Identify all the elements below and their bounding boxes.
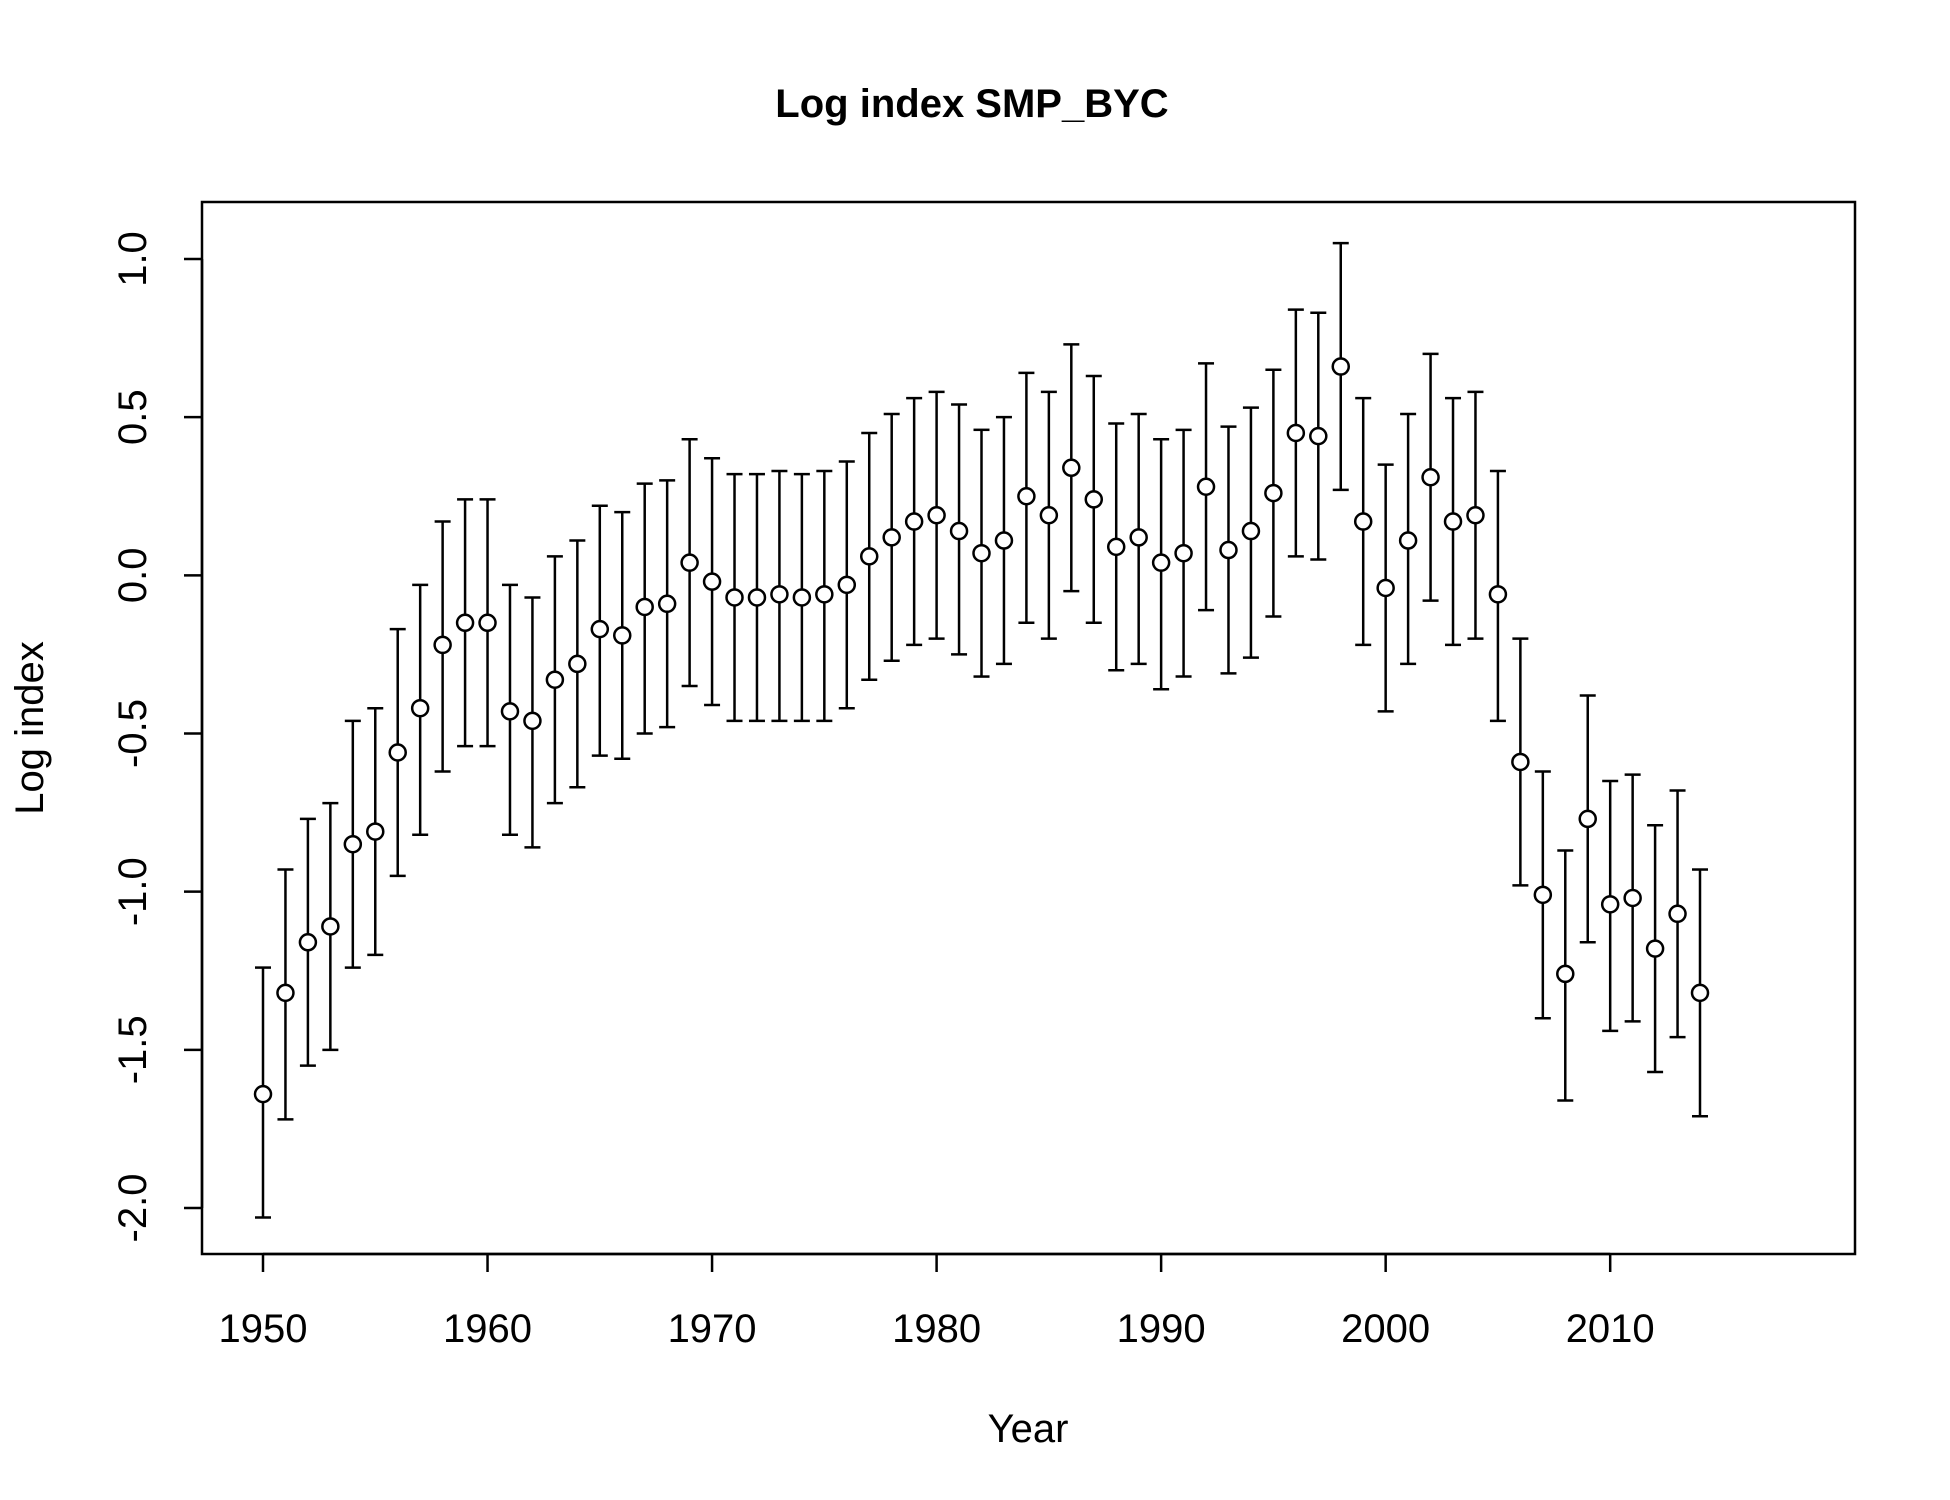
data-point [613, 626, 632, 645]
data-point [1331, 357, 1350, 376]
data-point [568, 654, 587, 674]
error-bars [255, 241, 1708, 1219]
data-point [1084, 490, 1104, 509]
data-point [1488, 585, 1508, 604]
data-point [1129, 528, 1148, 547]
y-tick-label: 1.0 [111, 231, 155, 287]
chart-title: Log index SMP_BYC [775, 82, 1168, 126]
data-point [523, 711, 542, 731]
data-point [1196, 477, 1216, 497]
data-point [455, 613, 475, 633]
data-point [1466, 505, 1485, 525]
x-axis: 1950 1960 1970 1980 1990 2000 2010 [219, 1252, 1655, 1351]
x-tick-label: 1960 [443, 1307, 532, 1351]
data-point [1668, 904, 1687, 924]
x-tick-label: 2000 [1341, 1307, 1430, 1351]
data-point [590, 619, 610, 639]
data-point [1353, 512, 1373, 531]
data-point [770, 585, 789, 604]
data-point [433, 635, 452, 655]
data-points [253, 357, 1710, 1104]
data-point [253, 1084, 273, 1104]
y-tick-label: -1.5 [111, 1015, 155, 1084]
data-point [321, 917, 340, 936]
data-point [343, 834, 363, 854]
data-point [388, 743, 407, 762]
data-point [635, 597, 654, 617]
data-point [1264, 483, 1283, 503]
data-point [792, 588, 812, 607]
data-point [725, 588, 744, 607]
data-point [657, 594, 677, 614]
data-point [702, 572, 722, 591]
data-point [545, 670, 565, 689]
y-tick-label: 0.0 [111, 548, 155, 604]
data-point [500, 702, 520, 721]
data-point [1578, 809, 1597, 829]
data-point [1106, 537, 1126, 557]
data-point [478, 613, 497, 633]
data-point [815, 585, 834, 604]
data-point [1533, 885, 1553, 905]
y-tick-label: 0.5 [111, 389, 155, 445]
data-point [882, 528, 901, 547]
x-tick-label: 1980 [892, 1307, 981, 1351]
data-point [1398, 531, 1418, 550]
data-point [298, 933, 318, 952]
data-point [904, 512, 924, 531]
data-point [949, 521, 969, 541]
data-point [1623, 888, 1642, 908]
data-point [1421, 468, 1440, 487]
data-point [680, 553, 699, 572]
x-tick-label: 1950 [219, 1307, 308, 1351]
data-point [1062, 458, 1081, 478]
data-point [1286, 423, 1306, 443]
x-tick-label: 1970 [668, 1307, 757, 1351]
data-point [837, 575, 857, 595]
data-point [927, 505, 946, 525]
data-point [410, 698, 430, 718]
y-tick-label: -2.0 [111, 1174, 155, 1243]
data-point [1511, 752, 1530, 772]
data-point [1219, 540, 1238, 560]
x-axis-label: Year [988, 1407, 1069, 1451]
y-axis: -2.0 -1.5 -1.0 -0.5 0.0 0.5 1.0 [111, 231, 204, 1243]
data-point [366, 822, 385, 841]
data-point [1376, 578, 1395, 598]
data-point [1645, 939, 1665, 958]
data-point [972, 543, 991, 563]
data-point [1309, 426, 1328, 446]
data-point [1556, 964, 1575, 984]
data-point [1600, 895, 1620, 914]
data-point [1017, 487, 1036, 506]
data-point [1039, 505, 1059, 525]
x-tick-label: 2010 [1566, 1307, 1655, 1351]
data-point [1443, 512, 1463, 531]
plot-box [200, 200, 1857, 1256]
data-point [1151, 553, 1171, 572]
data-point [747, 588, 767, 607]
data-point [1174, 543, 1193, 563]
data-point [276, 983, 295, 1003]
y-axis-label: Log index [8, 641, 52, 814]
data-point [994, 531, 1014, 550]
y-tick-label: -1.0 [111, 857, 155, 926]
x-tick-label: 1990 [1117, 1307, 1206, 1351]
y-tick-label: -0.5 [111, 699, 155, 768]
data-point [1241, 521, 1261, 541]
data-point [859, 547, 879, 566]
data-point [1690, 983, 1710, 1003]
